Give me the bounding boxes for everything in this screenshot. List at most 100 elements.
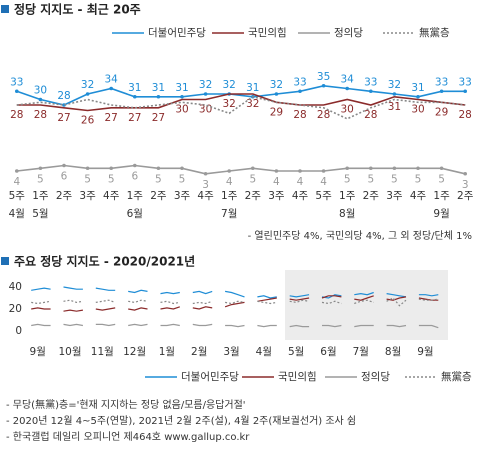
x-tick-label: 1주 bbox=[127, 190, 144, 202]
point bbox=[38, 97, 43, 102]
x-tick-label: 12월 bbox=[123, 346, 146, 358]
value-label: 5 bbox=[84, 173, 91, 185]
x-tick-label: 5월 bbox=[288, 346, 304, 358]
point bbox=[85, 166, 90, 171]
series-line bbox=[31, 286, 439, 299]
point bbox=[463, 171, 468, 176]
point bbox=[156, 94, 161, 99]
point bbox=[274, 169, 279, 173]
value-label: 28 bbox=[10, 109, 23, 121]
legend-label: 국민의힘 bbox=[248, 27, 287, 39]
point bbox=[463, 89, 468, 94]
value-label: 31 bbox=[152, 82, 165, 94]
point bbox=[14, 89, 19, 94]
value-label: 34 bbox=[341, 74, 355, 86]
value-label: 32 bbox=[81, 79, 94, 91]
value-label: 32 bbox=[270, 79, 283, 91]
x-tick-label: 5주 bbox=[315, 190, 332, 202]
x-tick-label: 2주 bbox=[56, 190, 73, 202]
series-line bbox=[16, 95, 466, 120]
value-label: 5 bbox=[344, 173, 351, 185]
value-label: 27 bbox=[128, 112, 141, 124]
value-label: 34 bbox=[105, 74, 119, 86]
point bbox=[321, 169, 326, 173]
value-label: 5 bbox=[37, 173, 44, 185]
x-tick-label: 8월 bbox=[385, 346, 401, 358]
value-label: 31 bbox=[411, 82, 424, 94]
value-label: 32 bbox=[246, 98, 259, 110]
value-label: 5 bbox=[415, 173, 422, 185]
value-label: 5 bbox=[179, 173, 186, 185]
x-tick-label: 4주 bbox=[103, 190, 120, 202]
value-label: 31 bbox=[246, 82, 259, 94]
point bbox=[133, 94, 137, 99]
value-label: 30 bbox=[175, 104, 188, 116]
legend-label: 더불어민주당 bbox=[148, 27, 206, 39]
x-tick-label: 9월 bbox=[30, 346, 46, 358]
x-tick-label: 4주 bbox=[410, 190, 427, 202]
x-tick-label: 4월 bbox=[256, 346, 272, 358]
value-label: 26 bbox=[81, 115, 95, 127]
value-label: 30 bbox=[34, 85, 47, 97]
x-tick-label: 4주 bbox=[197, 190, 214, 202]
x-group-label: 7월 bbox=[221, 208, 237, 220]
value-label: 33 bbox=[364, 76, 377, 88]
value-label: 32 bbox=[223, 79, 236, 91]
point bbox=[14, 169, 19, 173]
footnote: - 무당(無黨)층='현재 지지하는 정당 없음/모름/응답거절' bbox=[6, 398, 246, 411]
point bbox=[439, 89, 444, 94]
value-label: 33 bbox=[10, 76, 23, 88]
x-tick-label: 1주 bbox=[221, 190, 238, 202]
point bbox=[156, 166, 161, 171]
x-tick-label: 3주 bbox=[79, 190, 96, 202]
title-marker bbox=[1, 257, 9, 265]
value-label: 3 bbox=[202, 179, 209, 191]
point bbox=[62, 163, 66, 168]
x-tick-label: 1월 bbox=[159, 346, 175, 358]
legend-label: 국민의힘 bbox=[278, 371, 317, 383]
value-label: 4 bbox=[226, 176, 233, 188]
value-label: 5 bbox=[155, 173, 162, 185]
x-tick-label: 6월 bbox=[320, 346, 336, 358]
value-label: 32 bbox=[388, 79, 401, 91]
footnote: - 열린민주당 4%, 국민의당 4%, 그 외 정당/단체 1% bbox=[248, 230, 472, 242]
footnote: - 한국갤럽 데일리 오피니언 제464호 www.gallup.co.kr bbox=[6, 431, 250, 443]
point bbox=[180, 94, 184, 99]
value-label: 4 bbox=[297, 176, 304, 188]
point bbox=[180, 166, 184, 171]
value-label: 33 bbox=[435, 76, 448, 88]
value-label: 30 bbox=[199, 104, 212, 116]
x-tick-label: 1주 bbox=[433, 190, 450, 202]
chart-title: 주요 정당 지지도 - 2020/2021년 bbox=[14, 254, 195, 269]
x-tick-label: 3주 bbox=[174, 190, 191, 202]
point bbox=[109, 166, 113, 171]
x-tick-label: 3주 bbox=[268, 190, 285, 202]
value-label: 5 bbox=[108, 173, 115, 185]
legend-label: 정의당 bbox=[334, 27, 363, 39]
value-label: 28 bbox=[364, 109, 377, 121]
x-group-label: 9월 bbox=[433, 208, 449, 220]
x-tick-label: 1주 bbox=[32, 190, 49, 202]
value-label: 28 bbox=[317, 109, 330, 121]
point bbox=[369, 166, 373, 171]
value-label: 29 bbox=[270, 106, 283, 118]
footnote: - 2020년 12월 4~5주(연말), 2021년 2월 2주(설), 4월… bbox=[6, 414, 356, 427]
value-label: 4 bbox=[273, 176, 280, 188]
x-tick-label: 10월 bbox=[58, 346, 81, 358]
point bbox=[85, 92, 90, 96]
value-label: 27 bbox=[152, 112, 165, 124]
point bbox=[345, 86, 350, 91]
x-group-label: 8월 bbox=[339, 208, 355, 220]
series-line bbox=[31, 295, 439, 312]
x-tick-label: 2주 bbox=[457, 190, 474, 202]
x-tick-label: 1주 bbox=[339, 190, 356, 202]
value-label: 35 bbox=[317, 71, 330, 83]
x-group-label: 5월 bbox=[32, 208, 48, 220]
series-line bbox=[16, 164, 466, 175]
chart-title: 정당 지지도 - 최근 20주 bbox=[14, 2, 141, 17]
value-label: 5 bbox=[367, 173, 374, 185]
value-label: 4 bbox=[320, 176, 327, 188]
legend-label: 정의당 bbox=[361, 371, 390, 383]
series-line bbox=[16, 93, 466, 112]
point bbox=[227, 169, 231, 173]
